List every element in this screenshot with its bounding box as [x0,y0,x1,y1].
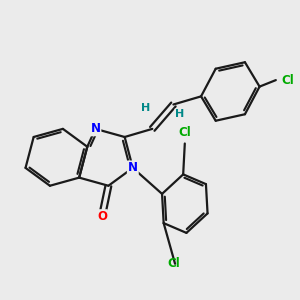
Text: H: H [175,109,184,119]
Text: N: N [128,161,138,174]
Text: Cl: Cl [282,74,294,87]
Text: N: N [90,122,100,135]
Text: Cl: Cl [167,257,180,270]
Text: H: H [141,103,150,113]
Text: Cl: Cl [178,126,191,139]
Text: O: O [97,210,107,223]
